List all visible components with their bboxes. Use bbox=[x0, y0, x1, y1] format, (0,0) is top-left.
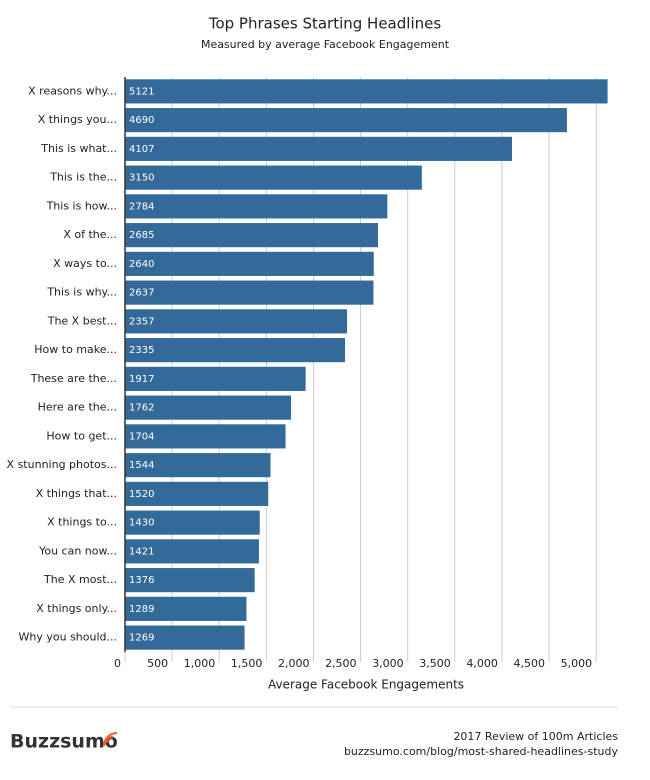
y-tick-label: This is what... bbox=[40, 142, 117, 155]
bar bbox=[125, 280, 374, 305]
value-label: 4107 bbox=[129, 144, 154, 155]
bar bbox=[125, 338, 346, 363]
bar bbox=[125, 395, 292, 420]
chart-subtitle: Measured by average Facebook Engagement bbox=[201, 38, 450, 51]
y-tick-label: X of the... bbox=[63, 228, 117, 241]
bar bbox=[125, 251, 374, 276]
value-label: 1421 bbox=[129, 546, 154, 557]
value-label: 1762 bbox=[129, 403, 154, 414]
y-tick-label: Why you should... bbox=[19, 631, 118, 644]
x-tick-label: 3,000 bbox=[372, 657, 404, 670]
y-tick-label: X things that... bbox=[36, 487, 117, 500]
value-label: 2784 bbox=[129, 201, 154, 212]
bar bbox=[125, 79, 608, 104]
value-label: 2685 bbox=[129, 230, 154, 241]
y-tick-label: X things only... bbox=[36, 602, 117, 615]
bar bbox=[125, 453, 271, 478]
bar bbox=[125, 510, 260, 535]
x-tick-label: 2,000 bbox=[278, 657, 310, 670]
brand-icon bbox=[103, 732, 118, 747]
value-label: 2335 bbox=[129, 345, 154, 356]
y-tick-label: X things you... bbox=[38, 113, 117, 126]
bar bbox=[125, 568, 255, 593]
x-tick-label: 1,500 bbox=[231, 657, 263, 670]
value-label: 4690 bbox=[129, 115, 154, 126]
value-label: 1704 bbox=[129, 431, 154, 442]
y-tick-label: X things to... bbox=[47, 516, 117, 529]
y-tick-label: X reasons why... bbox=[28, 84, 117, 97]
bar bbox=[125, 136, 513, 161]
bar bbox=[125, 309, 348, 334]
bar bbox=[125, 596, 247, 621]
bar bbox=[125, 194, 388, 219]
bar bbox=[125, 539, 259, 564]
value-label: 2640 bbox=[129, 259, 154, 270]
y-tick-label: These are the... bbox=[30, 372, 117, 385]
value-label: 2357 bbox=[129, 316, 154, 327]
footer-url: buzzsumo.com/blog/most-shared-headlines-… bbox=[344, 745, 619, 758]
y-tick-label: X ways to... bbox=[53, 257, 117, 270]
value-label: 5121 bbox=[129, 86, 154, 97]
bar bbox=[125, 625, 245, 650]
y-tick-label: This is the... bbox=[49, 171, 117, 184]
value-label: 1917 bbox=[129, 374, 154, 385]
bar bbox=[125, 108, 567, 133]
x-tick-label: 5,000 bbox=[561, 657, 593, 670]
y-tick-label: How to get... bbox=[46, 429, 117, 442]
x-tick-label: 500 bbox=[147, 657, 168, 670]
bar bbox=[125, 223, 379, 248]
value-label: 3150 bbox=[129, 173, 154, 184]
value-label: 1544 bbox=[129, 460, 154, 471]
x-tick-label: 0 bbox=[114, 657, 121, 670]
bar bbox=[125, 481, 269, 506]
y-tick-label: You can now... bbox=[38, 544, 117, 557]
value-label: 1520 bbox=[129, 489, 154, 500]
value-label: 1430 bbox=[129, 518, 154, 529]
value-label: 1269 bbox=[129, 633, 154, 644]
bar bbox=[125, 424, 286, 449]
x-axis-label: Average Facebook Engagements bbox=[268, 678, 464, 692]
bar bbox=[125, 366, 306, 391]
y-tick-label: The X best... bbox=[47, 314, 117, 327]
bar bbox=[125, 165, 422, 190]
footer-note: 2017 Review of 100m Articles bbox=[453, 730, 618, 743]
x-tick-label: 3,500 bbox=[419, 657, 451, 670]
x-tick-label: 1,000 bbox=[184, 657, 216, 670]
chart-title: Top Phrases Starting Headlines bbox=[208, 15, 442, 33]
y-tick-label: X stunning photos... bbox=[7, 458, 117, 471]
x-tick-label: 4,500 bbox=[514, 657, 546, 670]
brand: Buzzsumo bbox=[10, 731, 118, 753]
value-label: 1376 bbox=[129, 575, 154, 586]
x-tick-label: 2,500 bbox=[325, 657, 357, 670]
value-label: 2637 bbox=[129, 288, 154, 299]
x-tick-label: 4,000 bbox=[466, 657, 498, 670]
y-tick-label: This is why... bbox=[46, 286, 117, 299]
y-tick-label: This is how... bbox=[46, 199, 117, 212]
y-tick-label: The X most... bbox=[43, 573, 117, 586]
y-tick-label: Here are the... bbox=[38, 401, 117, 414]
y-tick-label: How to make... bbox=[34, 343, 117, 356]
value-label: 1289 bbox=[129, 604, 154, 615]
